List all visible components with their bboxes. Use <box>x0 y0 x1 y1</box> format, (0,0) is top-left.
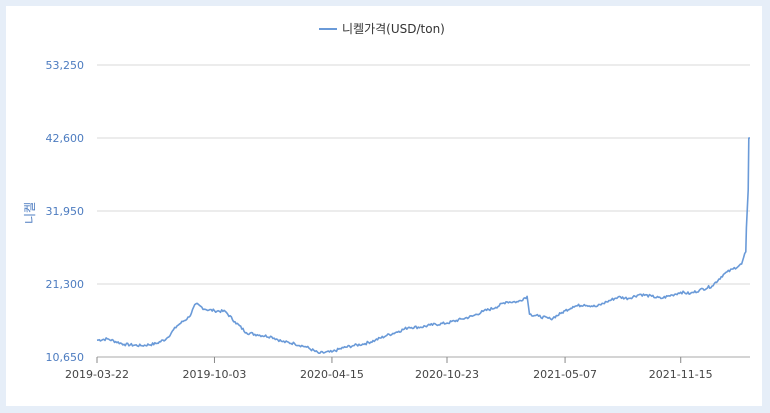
x-tick-label: 2020-04-15 <box>300 368 364 381</box>
chart-frame: 10,650 21,300 31,950 42,600 53,250 2019-03-2… <box>6 6 762 406</box>
x-tick-label: 2021-05-07 <box>533 368 597 381</box>
y-tick-label: 31,950 <box>46 205 85 218</box>
y-tick-label: 10,650 <box>46 351 85 364</box>
legend-label: 니켈가격(USD/ton) <box>342 22 445 36</box>
y-tick-label: 21,300 <box>46 278 85 291</box>
x-tick-label: 2020-10-23 <box>415 368 479 381</box>
series-line <box>96 137 750 354</box>
y-tick-label: 42,600 <box>46 132 85 145</box>
x-tick-label: 2019-03-22 <box>65 368 129 381</box>
x-tick-label: 2021-11-15 <box>649 368 713 381</box>
y-tick-label: 53,250 <box>46 59 85 72</box>
x-axis: 2019-03-22 2019-10-03 2020-04-15 2020-10-23… <box>65 357 713 381</box>
x-tick-label: 2019-10-03 <box>182 368 246 381</box>
grid-lines <box>97 64 750 358</box>
y-axis-label: 니켈 <box>23 202 37 224</box>
y-axis: 10,650 21,300 31,950 42,600 53,250 <box>46 59 85 364</box>
legend[interactable]: 니켈가격(USD/ton) <box>319 22 445 36</box>
series-layer <box>96 137 750 354</box>
nickel-price-line-chart: 10,650 21,300 31,950 42,600 53,250 2019-03-2… <box>23 22 750 381</box>
